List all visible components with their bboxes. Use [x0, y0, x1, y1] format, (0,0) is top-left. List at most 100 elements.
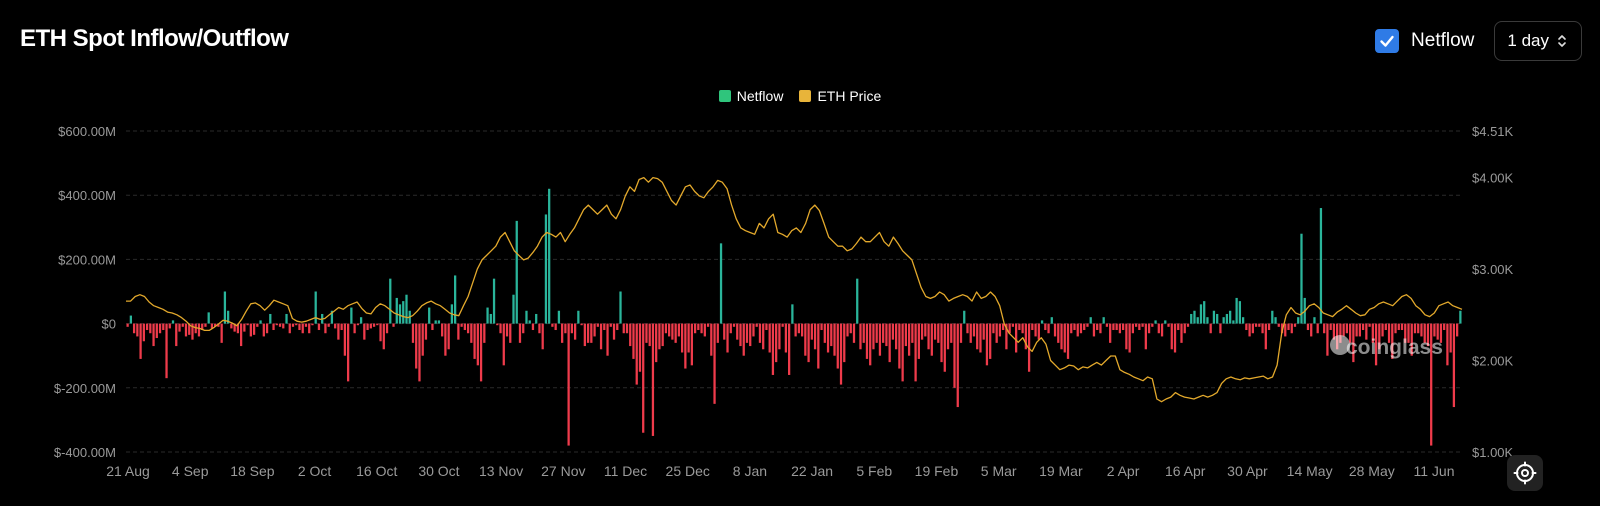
- netflow-bar: [486, 307, 489, 324]
- netflow-bar: [826, 323, 830, 353]
- netflow-bar: [1002, 323, 1005, 331]
- netflow-bar: [1277, 323, 1280, 327]
- netflow-bar: [693, 323, 697, 334]
- netflow-bar: [262, 323, 265, 337]
- x-tick-label: 30 Oct: [418, 463, 459, 479]
- watermark-logo-icon: [1330, 335, 1350, 355]
- netflow-bar: [1452, 323, 1456, 408]
- netflow-bar: [1131, 323, 1134, 334]
- chart-settings-button[interactable]: [1507, 455, 1543, 491]
- netflow-bar: [1180, 323, 1183, 343]
- netflow-bar: [1196, 317, 1199, 324]
- netflow-bar: [580, 323, 583, 326]
- netflow-bar: [629, 323, 632, 347]
- netflow-bar: [820, 323, 823, 331]
- netflow-bar: [557, 310, 561, 324]
- netflow-bar: [366, 323, 369, 331]
- netflow-bar: [846, 323, 849, 337]
- x-tick-label: 13 Nov: [479, 463, 523, 479]
- netflow-bar: [823, 323, 826, 343]
- netflow-bar: [1443, 323, 1446, 331]
- interval-select[interactable]: 1 day: [1494, 21, 1582, 61]
- netflow-bar: [1193, 310, 1196, 324]
- netflow-bar: [865, 323, 869, 359]
- check-icon: [1380, 35, 1394, 47]
- netflow-bar: [531, 323, 535, 331]
- netflow-bar: [278, 323, 282, 327]
- netflow-bar: [953, 323, 956, 388]
- netflow-bar: [155, 323, 158, 339]
- legend-swatch-netflow: [718, 90, 731, 102]
- netflow-bar: [642, 323, 645, 433]
- netflow-bar: [1433, 323, 1436, 337]
- netflow-bar: [901, 323, 904, 382]
- netflow-bar: [1264, 323, 1267, 350]
- netflow-bar: [732, 323, 736, 327]
- netflow-bar: [745, 323, 749, 343]
- netflow-bar: [674, 323, 677, 343]
- netflow-bar: [778, 323, 781, 350]
- netflow-bar: [1083, 323, 1086, 331]
- netflow-bar: [998, 323, 1002, 337]
- netflow-bar: [1216, 313, 1219, 324]
- netflow-bar: [1293, 323, 1297, 327]
- netflow-bar: [1222, 317, 1225, 324]
- legend-item-netflow[interactable]: Netflow: [718, 88, 783, 104]
- netflow-bar: [1400, 323, 1404, 331]
- netflow-bar: [1319, 208, 1323, 324]
- netflow-bar: [658, 323, 661, 350]
- netflow-bar: [441, 323, 444, 337]
- netflow-bar: [648, 323, 651, 347]
- netflow-bar: [470, 323, 473, 343]
- netflow-bar: [1173, 323, 1177, 353]
- netflow-bar: [570, 323, 574, 334]
- netflow-bar: [1378, 323, 1381, 350]
- netflow-bar: [914, 323, 917, 382]
- netflow-bar: [1212, 310, 1216, 324]
- netflow-bar: [418, 323, 421, 382]
- netflow-bar: [1361, 323, 1365, 331]
- x-tick-label: 8 Jan: [733, 463, 767, 479]
- netflow-bar: [927, 323, 930, 350]
- netflow-bar: [1037, 323, 1040, 340]
- netflow-bar: [943, 323, 946, 372]
- netflow-bar: [415, 323, 418, 369]
- netflow-bar: [794, 323, 797, 337]
- legend-item-eth-price[interactable]: ETH Price: [799, 88, 881, 104]
- netflow-bar: [609, 323, 612, 327]
- eth-price-line: [126, 176, 1463, 403]
- netflow-bar: [1407, 323, 1410, 343]
- netflow-bar: [1144, 323, 1147, 350]
- netflow-bar: [852, 323, 856, 343]
- netflow-bar: [723, 323, 726, 340]
- netflow-bar: [775, 323, 778, 363]
- netflow-bar: [684, 323, 687, 369]
- netflow-bar: [239, 323, 243, 347]
- netflow-bar: [437, 320, 441, 324]
- interval-value: 1 day: [1507, 31, 1549, 50]
- netflow-bar: [1147, 323, 1151, 334]
- netflow-bar: [188, 323, 191, 335]
- netflow-bar: [158, 323, 162, 334]
- netflow-bar: [989, 323, 992, 359]
- netflow-bar: [1342, 323, 1345, 337]
- netflow-bar: [353, 323, 356, 334]
- netflow-bar: [635, 323, 638, 385]
- netflow-bar: [677, 323, 681, 337]
- netflow-bar: [963, 310, 966, 324]
- netflow-bar: [810, 323, 813, 340]
- netflow-bar: [1348, 323, 1352, 343]
- netflow-bar: [509, 323, 512, 343]
- netflow-bar: [1167, 323, 1170, 327]
- netflow-bar: [1024, 323, 1027, 350]
- netflow-checkbox[interactable]: [1375, 29, 1400, 53]
- netflow-toggle-label[interactable]: Netflow: [1411, 30, 1475, 51]
- netflow-bar: [460, 323, 463, 327]
- netflow-bar: [372, 323, 376, 327]
- netflow-bar: [1339, 323, 1342, 343]
- netflow-bar: [204, 323, 207, 327]
- netflow-bar: [178, 323, 181, 332]
- netflow-bar: [525, 310, 528, 324]
- netflow-bar: [966, 323, 969, 334]
- netflow-bar: [710, 323, 713, 356]
